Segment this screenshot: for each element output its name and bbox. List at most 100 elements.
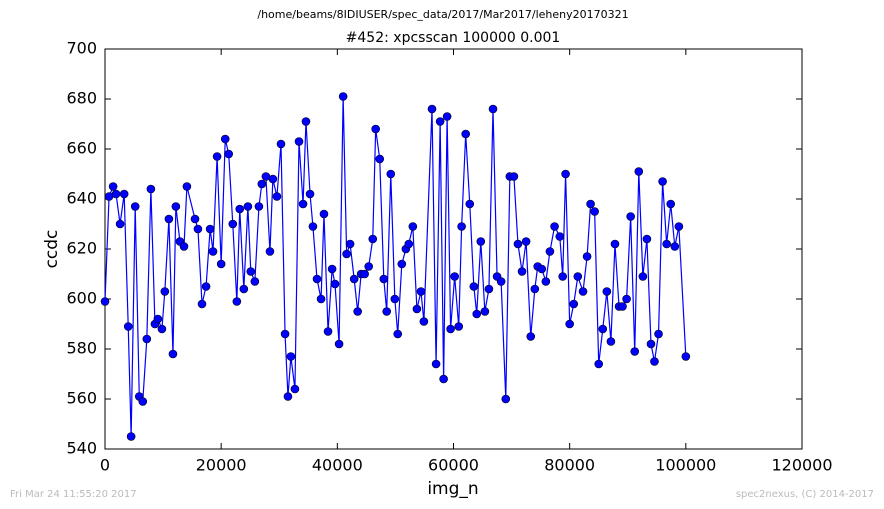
y-tick-label: 660 [66,139,97,158]
data-point [484,284,494,294]
data-point [316,294,326,304]
x-tick-label: 60000 [428,456,479,475]
x-tick-label: 80000 [544,456,595,475]
data-point [382,307,392,316]
data-point [379,274,389,284]
data-point [550,222,559,231]
data-point [254,202,264,211]
data-point [138,397,148,406]
data-point [658,177,667,186]
data-point [349,274,359,284]
data-point [208,247,218,256]
data-point [250,277,260,286]
data-point [626,212,635,221]
data-point [205,224,215,234]
data-point [305,189,315,199]
data-point [353,307,362,316]
y-tick-label: 600 [66,289,97,308]
data-point [606,337,616,346]
data-point [157,324,167,334]
chart-title: #452: xpcsscan 100000 0.001 [346,30,561,46]
data-point [360,269,369,279]
data-point [427,104,437,114]
data-point [457,222,466,231]
data-point [283,392,293,401]
data-point [393,329,403,339]
data-point [558,272,567,281]
data-point [153,314,163,324]
data-point [345,239,355,249]
data-point [397,259,407,269]
data-point [168,349,178,359]
data-point [435,117,445,126]
y-tick-label: 680 [66,89,97,108]
data-point [446,324,455,334]
data-point [442,112,452,121]
data-point [301,117,311,126]
data-point [638,272,648,281]
data-point [404,239,414,249]
data-point [526,332,536,341]
data-line [104,96,687,437]
data-point [386,169,396,179]
data-point [123,322,133,331]
data-point [193,224,203,234]
data-point [323,327,333,336]
y-tick-label: 580 [66,339,97,358]
data-point [290,384,300,394]
y-axis-label: ccdc [42,230,62,269]
data-point [573,272,583,281]
data-point [517,267,527,276]
x-tick-label: 0 [100,456,110,475]
data-point [294,137,304,146]
data-point [119,189,129,199]
data-point [509,172,519,181]
data-point [454,322,464,331]
x-tick-label: 120000 [771,456,832,475]
y-tick-label: 620 [66,239,97,258]
data-point [312,274,322,284]
data-point [100,297,110,306]
data-point [126,432,136,441]
data-point [582,252,592,261]
data-point [480,307,490,316]
x-tick-label: 40000 [312,456,363,475]
data-point [565,319,574,329]
data-point [364,262,373,271]
y-tick-label: 560 [66,389,97,408]
data-point [265,247,275,256]
data-point [280,329,290,339]
footer-left: Fri Mar 24 11:55:20 2017 [10,489,137,500]
data-point [179,242,189,251]
data-point [472,309,482,319]
footer-right: spec2nexus, (C) 2014-2017 [736,489,874,500]
data-point [276,139,286,149]
data-point [164,214,174,224]
data-point [537,264,547,274]
data-point [488,104,498,114]
data-point [286,352,296,361]
data-point [650,357,659,366]
data-point [513,239,523,249]
data-point [521,237,531,246]
data-point [496,277,506,286]
data-point [298,199,308,209]
data-point [257,179,267,189]
data-point [630,347,640,356]
data-point [465,199,475,209]
data-point [450,272,459,281]
data-point [501,394,511,404]
data-point [530,284,540,294]
data-point [390,294,400,304]
data-point [224,149,234,159]
y-tick-label: 640 [66,189,97,208]
data-point [212,152,222,161]
data-point [555,232,565,241]
data-point [674,222,684,231]
data-point [569,299,579,309]
data-point [594,359,604,369]
data-point [461,129,470,139]
data-point [368,234,378,244]
data-point [598,324,608,334]
x-axis-label: img_n [427,479,478,499]
